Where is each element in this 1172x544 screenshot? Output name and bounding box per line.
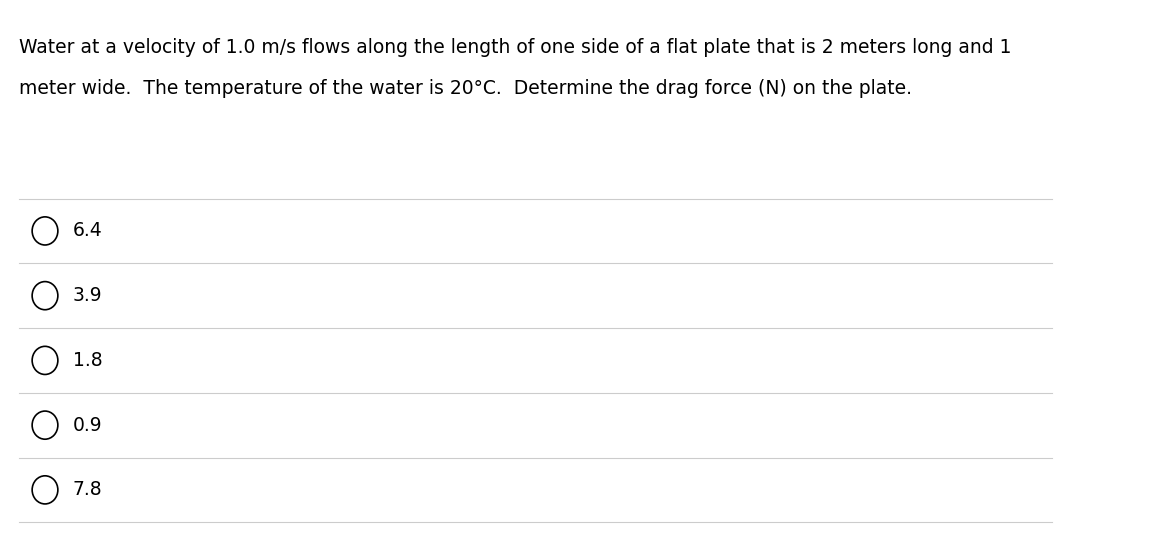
Text: meter wide.  The temperature of the water is 20°C.  Determine the drag force (N): meter wide. The temperature of the water…	[19, 79, 912, 98]
Text: 6.4: 6.4	[73, 221, 103, 240]
Text: 0.9: 0.9	[73, 416, 102, 435]
Text: 3.9: 3.9	[73, 286, 102, 305]
Text: Water at a velocity of 1.0 m/s flows along the length of one side of a flat plat: Water at a velocity of 1.0 m/s flows alo…	[19, 38, 1011, 57]
Text: 1.8: 1.8	[73, 351, 102, 370]
Text: 7.8: 7.8	[73, 480, 102, 499]
